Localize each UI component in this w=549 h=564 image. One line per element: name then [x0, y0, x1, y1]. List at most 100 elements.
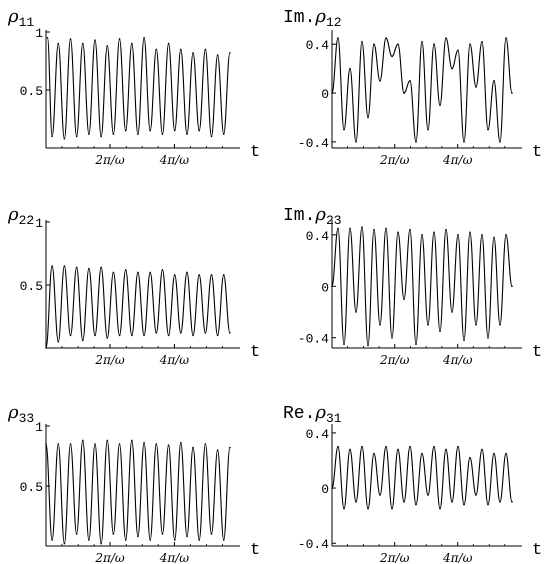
x-axis-label: t	[250, 541, 260, 560]
data-point	[46, 37, 49, 39]
data-point	[88, 539, 90, 541]
data-point	[505, 37, 507, 39]
panel-1: 0.5 1 2π/ω 4π/ω t ρ11	[7, 6, 260, 167]
data-point	[204, 332, 207, 334]
data-point	[361, 445, 363, 448]
y-tick-label: 1	[35, 26, 43, 41]
data-point	[427, 494, 429, 496]
data-point	[355, 141, 357, 143]
data-point	[331, 487, 333, 489]
data-point	[463, 503, 465, 506]
x-tick-label: 2π/ω	[379, 551, 410, 564]
data-point	[204, 443, 207, 445]
x-tick-label: 4π/ω	[442, 153, 473, 167]
data-point	[69, 443, 72, 445]
y-tick-label: -0.4	[298, 136, 329, 151]
data-point	[51, 265, 53, 267]
title-prefix: Re.	[283, 404, 315, 424]
data-point	[192, 446, 194, 449]
x-tick-label: 4π/ω	[442, 551, 473, 564]
data-point	[186, 271, 188, 274]
data-point	[391, 507, 393, 510]
data-point	[481, 40, 483, 43]
data-point	[167, 334, 170, 337]
title-symbol: ρ	[7, 6, 19, 27]
series-line	[331, 446, 513, 510]
data-point	[379, 494, 381, 496]
panel-title: ρ11	[7, 6, 34, 30]
data-point	[124, 539, 127, 541]
data-point	[216, 334, 219, 337]
data-point	[186, 133, 188, 135]
data-point	[505, 452, 507, 455]
data-point	[421, 234, 423, 236]
data-point	[106, 439, 109, 442]
data-point	[397, 448, 399, 451]
data-point	[149, 539, 151, 541]
data-point	[222, 539, 225, 541]
data-point	[433, 445, 435, 448]
title-subscript: 31	[326, 411, 342, 426]
data-point	[210, 274, 213, 276]
data-point	[204, 48, 207, 51]
data-point	[373, 452, 375, 455]
data-point	[69, 38, 72, 40]
data-point	[499, 324, 501, 326]
data-point	[81, 339, 84, 342]
data-point	[63, 137, 66, 140]
title-subscript: 12	[326, 15, 342, 30]
data-point	[100, 542, 102, 545]
data-point	[349, 67, 351, 70]
data-point	[337, 227, 339, 230]
data-point	[155, 443, 158, 445]
data-point	[343, 128, 345, 131]
data-point	[94, 39, 96, 41]
title-subscript: 33	[19, 411, 35, 426]
x-axis-label: t	[250, 343, 260, 362]
data-point	[451, 67, 453, 70]
data-point	[45, 347, 47, 349]
data-point	[463, 141, 465, 143]
title-symbol: ρ	[7, 204, 19, 225]
data-point	[337, 445, 339, 448]
data-point	[118, 38, 121, 40]
y-tick-label: 0.5	[20, 279, 43, 294]
x-tick-label: 4π/ω	[442, 353, 473, 367]
data-point	[373, 228, 375, 231]
data-point	[439, 330, 441, 333]
data-point	[167, 444, 170, 447]
data-point	[331, 92, 333, 94]
data-point	[161, 133, 164, 135]
data-point	[355, 501, 357, 503]
data-point	[131, 334, 133, 337]
title-symbol: ρ	[314, 204, 326, 225]
data-point	[511, 501, 513, 503]
data-point	[355, 311, 357, 313]
panel-5: 0.5 1 2π/ω 4π/ω t ρ33	[7, 402, 260, 564]
y-tick-label: 0.4	[306, 427, 330, 442]
data-point	[403, 92, 405, 94]
data-point	[451, 311, 453, 313]
data-point	[379, 324, 381, 326]
data-point	[149, 129, 151, 132]
data-point	[487, 336, 489, 339]
x-axis-label: t	[532, 541, 542, 560]
panel-title: Im.ρ23	[283, 204, 342, 228]
data-point	[100, 266, 102, 269]
data-point	[445, 37, 447, 39]
data-point	[137, 133, 139, 135]
series-line	[46, 37, 231, 140]
data-point	[385, 227, 387, 230]
data-point	[112, 271, 115, 274]
data-point	[409, 80, 411, 82]
x-tick-label: 2π/ω	[379, 353, 410, 367]
data-point	[118, 334, 121, 337]
data-point	[463, 339, 465, 342]
y-tick-label: 0	[321, 87, 329, 102]
data-point	[469, 43, 471, 46]
data-point	[499, 141, 501, 143]
data-point	[397, 231, 399, 234]
data-point	[186, 535, 188, 538]
y-tick-label: 1	[35, 420, 43, 435]
